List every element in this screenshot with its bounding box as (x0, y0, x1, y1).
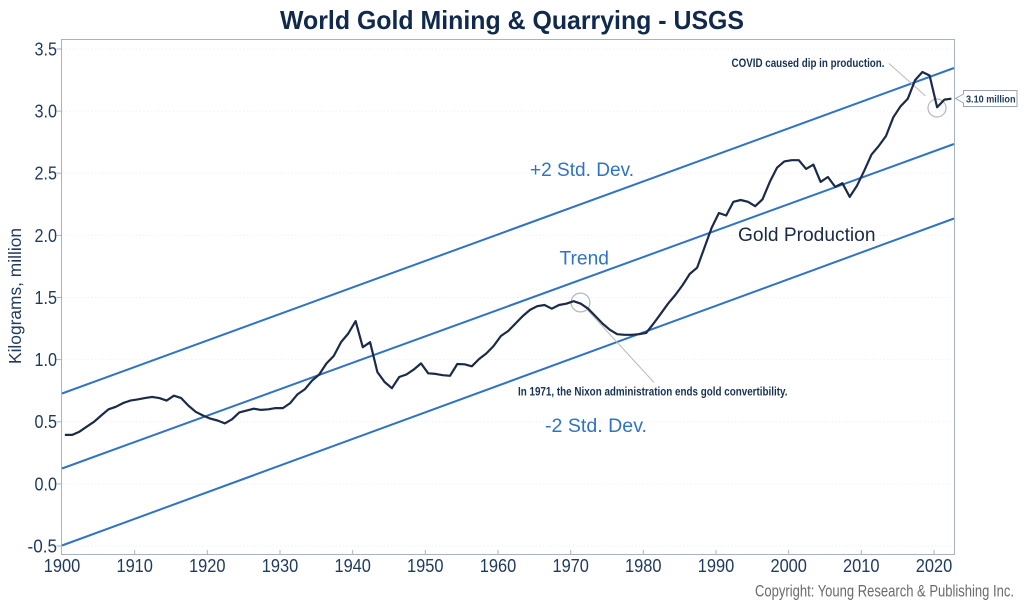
svg-text:Copyright: Young Research & Pu: Copyright: Young Research & Publishing I… (755, 583, 1014, 601)
svg-text:-2 Std. Dev.: -2 Std. Dev. (545, 415, 647, 437)
svg-text:World Gold Mining & Quarrying: World Gold Mining & Quarrying - USGS (280, 5, 744, 35)
svg-text:1940: 1940 (334, 556, 371, 576)
svg-text:In 1971, the Nixon administrat: In 1971, the Nixon administration ends g… (518, 385, 788, 399)
svg-text:Trend: Trend (560, 248, 610, 270)
svg-text:+2 Std. Dev.: +2 Std. Dev. (530, 159, 634, 181)
svg-text:1990: 1990 (698, 556, 735, 576)
svg-text:2.5: 2.5 (35, 164, 58, 184)
svg-text:1960: 1960 (480, 556, 517, 576)
svg-text:3.5: 3.5 (35, 39, 58, 59)
svg-text:1900: 1900 (44, 556, 81, 576)
svg-text:2020: 2020 (916, 556, 953, 576)
svg-text:1980: 1980 (625, 556, 662, 576)
svg-text:0.0: 0.0 (35, 474, 58, 494)
svg-text:COVID caused dip in production: COVID caused dip in production. (732, 56, 885, 70)
svg-text:1.5: 1.5 (35, 288, 58, 308)
svg-text:1910: 1910 (116, 556, 153, 576)
svg-text:3.0: 3.0 (35, 102, 58, 122)
svg-text:1950: 1950 (407, 556, 444, 576)
svg-text:-0.5: -0.5 (28, 536, 58, 556)
svg-text:1.0: 1.0 (35, 350, 58, 370)
svg-text:3.10 million: 3.10 million (966, 94, 1016, 105)
svg-text:1920: 1920 (189, 556, 226, 576)
svg-text:1970: 1970 (552, 556, 589, 576)
svg-text:2.0: 2.0 (35, 226, 58, 246)
svg-text:2000: 2000 (770, 556, 807, 576)
svg-text:0.5: 0.5 (35, 412, 58, 432)
svg-text:2010: 2010 (843, 556, 880, 576)
svg-text:Gold Production: Gold Production (738, 224, 876, 246)
svg-text:Kilograms, million: Kilograms, million (5, 228, 25, 364)
svg-text:1930: 1930 (262, 556, 299, 576)
